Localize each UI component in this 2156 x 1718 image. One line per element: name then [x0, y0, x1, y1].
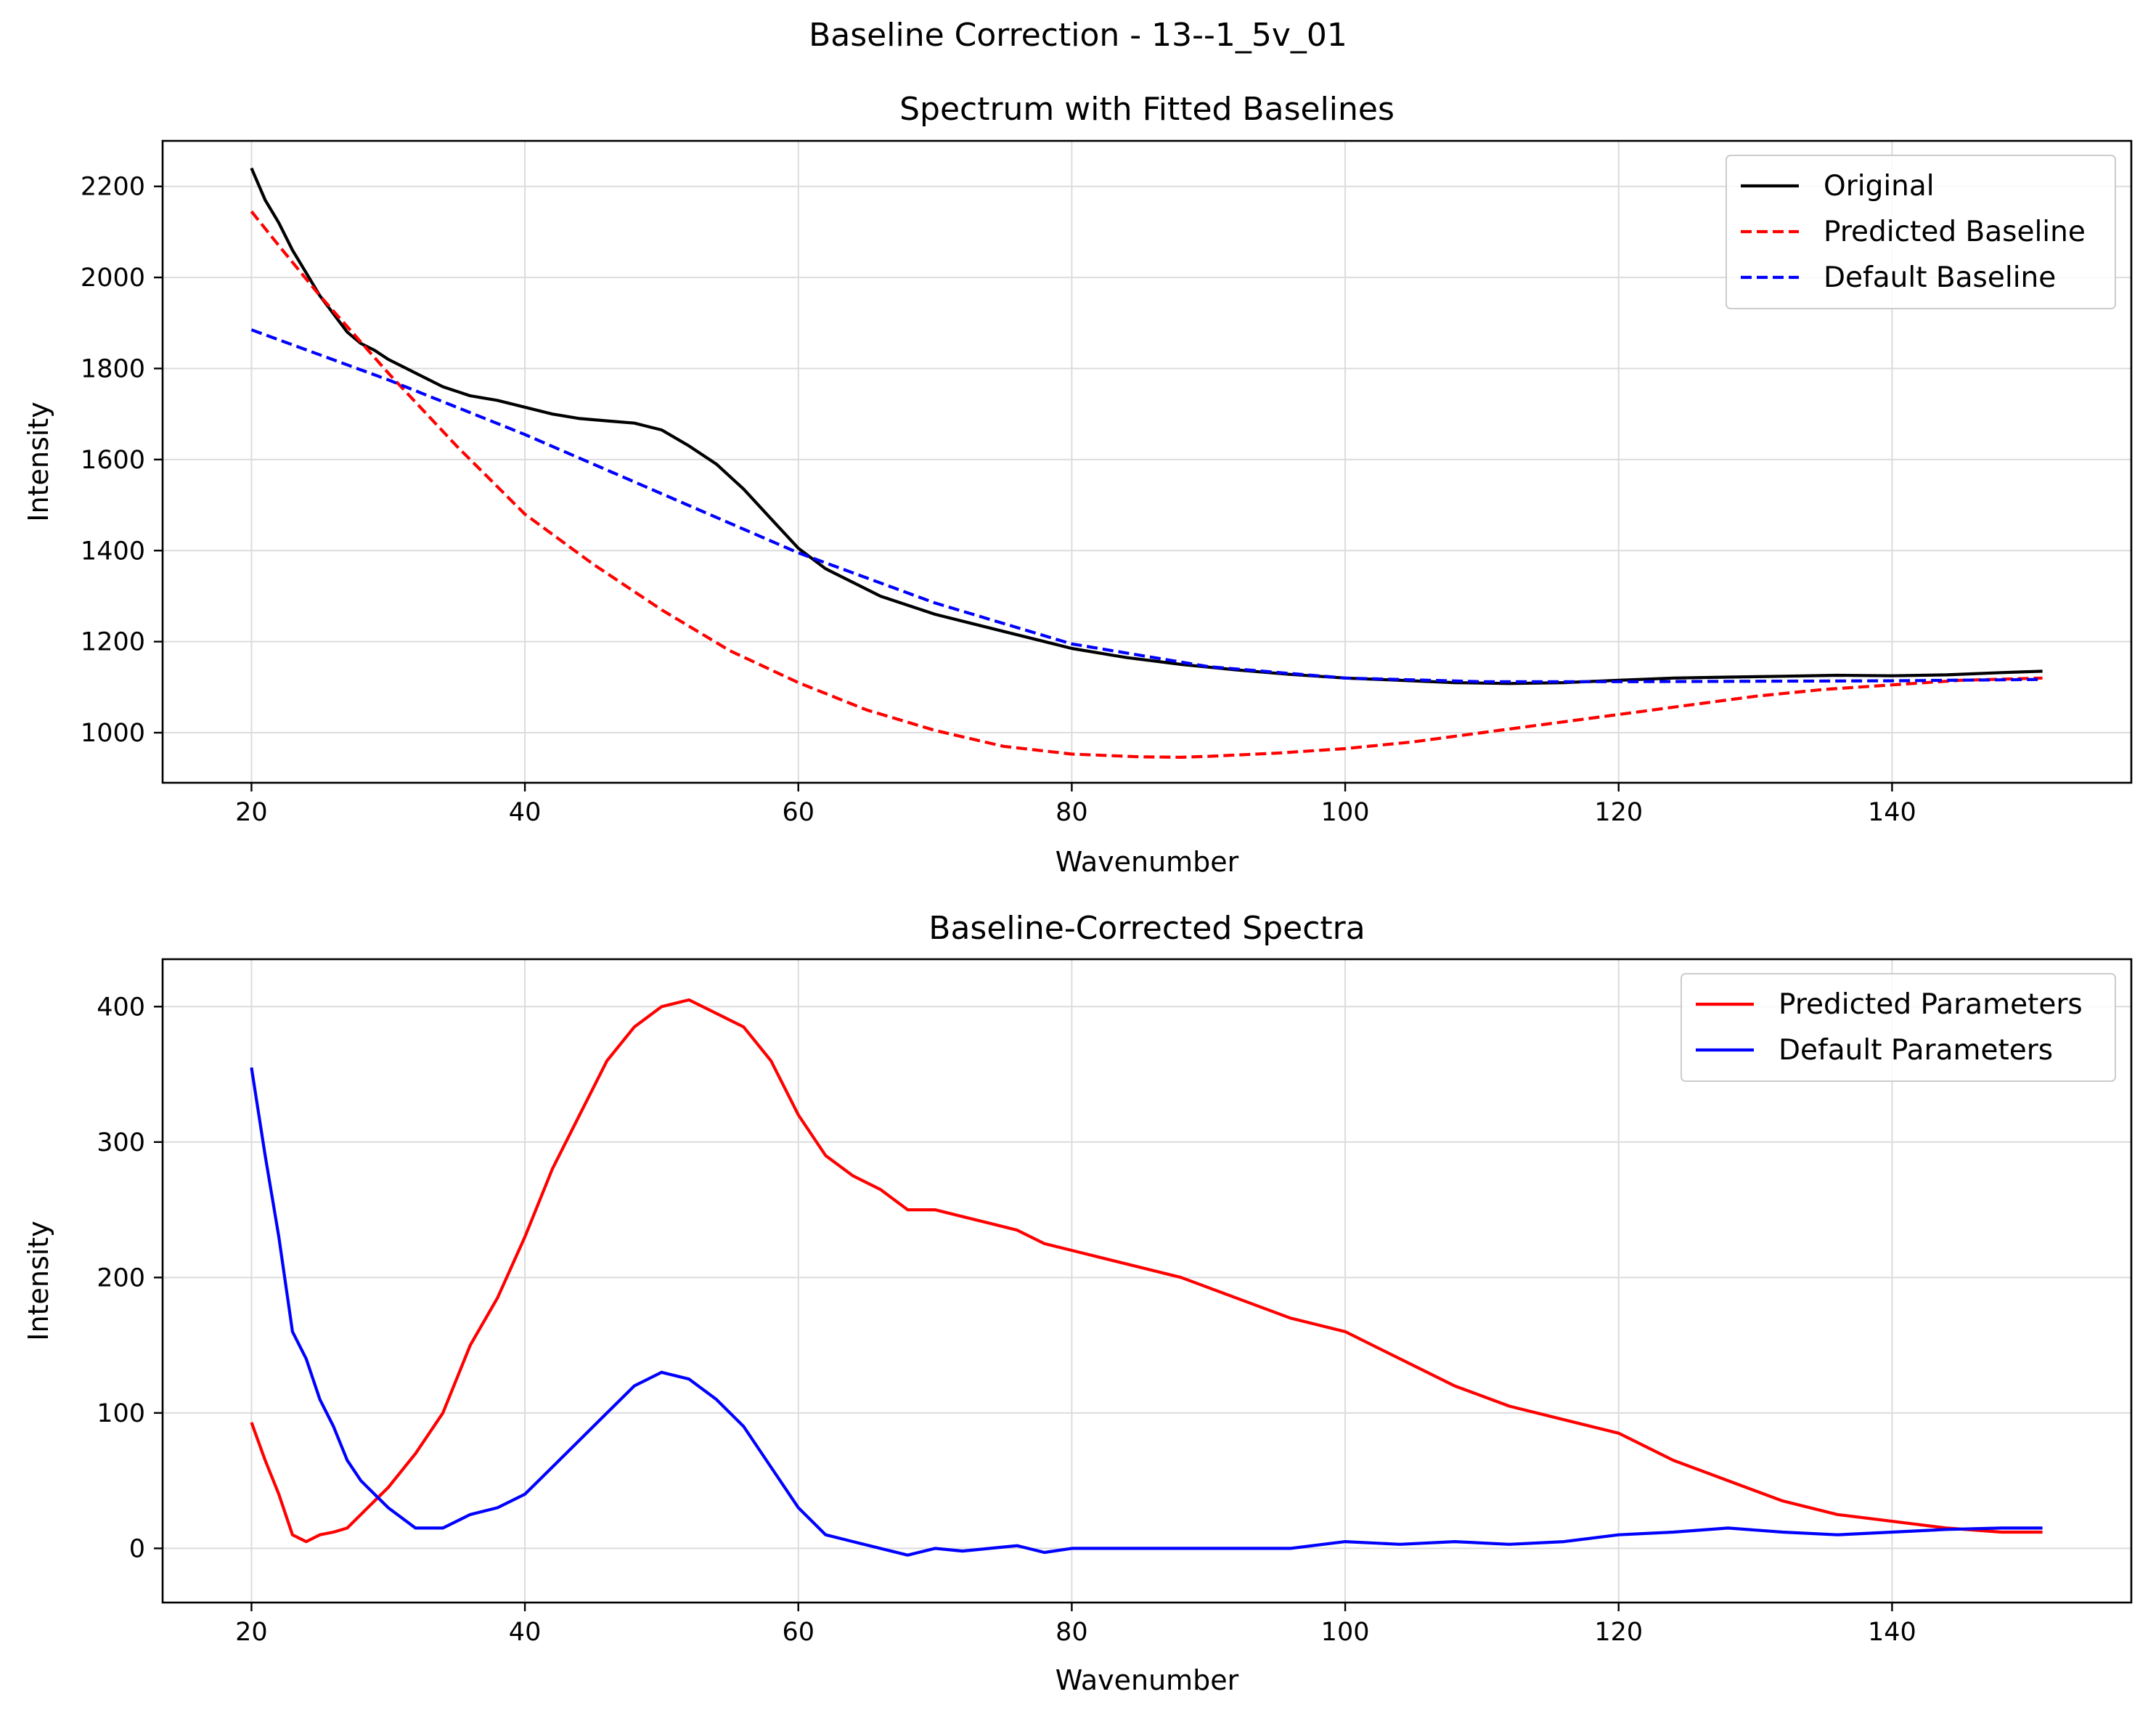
bottom-panel-legend: Predicted Parameters Default Parameters	[1681, 973, 2116, 1082]
top-panel-y-tick-label: 1200	[81, 628, 145, 657]
bottom-panel-grid	[163, 959, 2131, 1603]
bottom-panel-y-tick-label: 200	[97, 1263, 145, 1292]
top-panel-x-tick-label: 140	[1868, 798, 1916, 827]
bottom-panel-x-tick-label: 20	[235, 1618, 268, 1647]
bottom-panel-y-tick-label: 300	[97, 1128, 145, 1157]
bottom-panel-x-ticks: 20 40 60 80 100 120 140	[235, 1603, 1916, 1647]
bottom-panel-y-axis-label: Intensity	[23, 1221, 54, 1340]
top-panel-y-axis-label: Intensity	[23, 402, 54, 521]
top-panel-x-tick-label: 80	[1055, 798, 1088, 827]
bottom-panel-legend-box	[1681, 973, 2116, 1082]
bottom-panel-y-tick-label: 400	[97, 993, 145, 1022]
top-panel-y-tick-label: 1800	[81, 354, 145, 383]
bottom-panel-x-axis-label: Wavenumber	[1055, 1664, 1239, 1696]
top-panel-frame	[161, 139, 2133, 784]
bottom-panel-x-tick-label: 140	[1868, 1618, 1916, 1647]
bottom-panel-y-tick-label: 100	[97, 1399, 145, 1428]
top-panel-x-tick-label: 40	[509, 798, 542, 827]
top-panel-series-predicted-baseline	[250, 210, 2043, 759]
bottom-panel-series-default-parameters	[250, 1067, 2043, 1557]
top-panel-y-ticks: 1000 1200 1400 1600 1800 2000 2200	[81, 173, 163, 748]
bottom-panel-title: Baseline-Corrected Spectra	[928, 910, 1365, 947]
bottom-panel-y-tick-label: 0	[129, 1534, 145, 1563]
top-panel-series	[250, 167, 2043, 759]
top-panel-x-ticks: 20 40 60 80 100 120 140	[235, 783, 1916, 827]
top-panel-grid	[163, 141, 2131, 783]
bottom-panel-series	[250, 998, 2043, 1557]
top-panel-title: Spectrum with Fitted Baselines	[899, 91, 1395, 128]
top-panel-y-tick-label: 1000	[81, 719, 145, 748]
bottom-panel-legend-label-default-parameters: Default Parameters	[1779, 1034, 2053, 1067]
top-panel-x-tick-label: 120	[1594, 798, 1643, 827]
top-panel-x-tick-label: 100	[1321, 798, 1370, 827]
bottom-panel-frame	[161, 958, 2133, 1604]
top-panel-y-tick-label: 1400	[81, 537, 145, 566]
top-panel-legend-box	[1726, 155, 2116, 309]
bottom-panel-x-tick-label: 80	[1055, 1618, 1088, 1647]
top-panel-x-tick-label: 20	[235, 798, 268, 827]
top-panel: Spectrum with Fitted Baselines 20 40 60 80 1…	[23, 91, 2133, 878]
top-panel-legend: Original Predicted Baseline Default Baseli…	[1726, 155, 2116, 309]
top-panel-legend-label-predicted-baseline: Predicted Baseline	[1824, 216, 2086, 248]
bottom-panel: Baseline-Corrected Spectra 20 40 60 80 100 12…	[23, 910, 2133, 1696]
top-panel-x-tick-label: 60	[782, 798, 814, 827]
bottom-panel-x-tick-label: 120	[1594, 1618, 1643, 1647]
figure-suptitle: Baseline Correction - 13--1_5v_01	[809, 17, 1347, 54]
top-panel-y-tick-label: 2200	[81, 173, 145, 202]
bottom-panel-x-tick-label: 100	[1321, 1618, 1370, 1647]
bottom-panel-legend-label-predicted-parameters: Predicted Parameters	[1779, 988, 2083, 1021]
top-panel-legend-label-default-baseline: Default Baseline	[1824, 261, 2056, 294]
bottom-panel-x-tick-label: 40	[509, 1618, 542, 1647]
top-panel-y-tick-label: 1600	[81, 446, 145, 475]
top-panel-y-tick-label: 2000	[81, 264, 145, 293]
top-panel-legend-label-original: Original	[1824, 170, 1935, 203]
top-panel-series-default-baseline	[250, 328, 2043, 683]
bottom-panel-series-predicted-parameters	[250, 998, 2043, 1544]
top-panel-x-axis-label: Wavenumber	[1055, 846, 1239, 878]
bottom-panel-y-ticks: 0 100 200 300 400	[97, 993, 163, 1563]
bottom-panel-x-tick-label: 60	[782, 1618, 814, 1647]
